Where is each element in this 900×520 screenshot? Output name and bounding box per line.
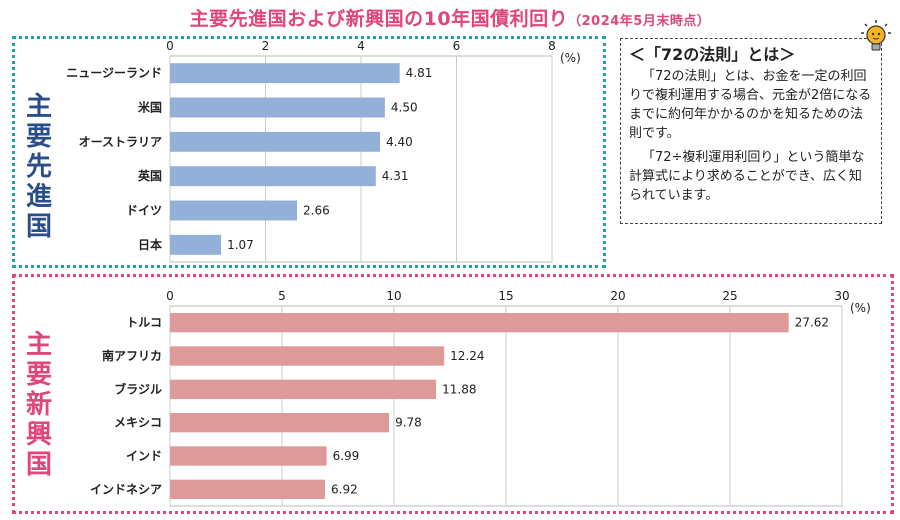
developed-panel (12, 36, 606, 268)
emerging-tick-label: 5 (278, 289, 286, 303)
developed-value-label: 1.07 (227, 238, 254, 252)
lightbulb-icon (861, 20, 891, 51)
developed-value-label: 4.31 (382, 169, 409, 183)
developed-tick-label: 8 (548, 39, 556, 53)
page-title-main: 主要先進国および新興国の10年国債利回り (189, 8, 569, 30)
emerging-value-label: 9.78 (395, 416, 422, 430)
emerging-tick-label: 15 (498, 289, 513, 303)
developed-value-label: 4.50 (391, 101, 418, 115)
emerging-tick-label: 0 (166, 289, 174, 303)
emerging-tick-label: 20 (610, 289, 625, 303)
emerging-panel (12, 274, 894, 514)
developed-value-label: 2.66 (303, 204, 330, 218)
info-paragraph-2: 「72÷複利運用利回り」という簡単な計算式により求めることができ、広く知られてい… (629, 150, 865, 203)
developed-unit-label: (%) (560, 51, 581, 65)
emerging-bar (170, 379, 437, 399)
developed-bar (170, 234, 222, 255)
developed-category-label: ニュージーランド (66, 66, 162, 80)
page-title-date: （2024年5月末時点） (568, 14, 711, 29)
emerging-tick-label: 25 (722, 289, 737, 303)
emerging-category-label: メキシコ (114, 416, 162, 430)
emerging-category-label: ブラジル (114, 381, 162, 396)
developed-category-label: オーストラリア (79, 135, 162, 149)
emerging-value-label: 11.88 (442, 382, 476, 396)
developed-bar (170, 63, 400, 84)
emerging-tick-label: 30 (834, 289, 849, 303)
developed-tick-label: 2 (262, 39, 270, 53)
developed-category-label: 日本 (138, 237, 162, 252)
developed-tick-label: 0 (166, 39, 174, 53)
developed-section-label: 主要先進国 (25, 92, 52, 242)
rule-of-72-info-box: ＜「72の法則」とは＞ 「72の法則」とは、お金を一定の利回りで複利運用する場合… (620, 38, 882, 224)
developed-category-label: 英国 (138, 168, 162, 183)
emerging-section-label: 主要新興国 (25, 330, 52, 480)
developed-category-label: ドイツ (126, 204, 162, 218)
emerging-category-label: トルコ (126, 316, 162, 330)
emerging-bar (170, 313, 789, 333)
emerging-bar (170, 346, 445, 366)
emerging-category-label: インド (126, 449, 162, 463)
developed-bar (170, 166, 376, 187)
page-title: 主要先進国および新興国の10年国債利回り（2024年5月末時点） (0, 4, 900, 31)
emerging-value-label: 12.24 (450, 349, 484, 363)
developed-bar (170, 97, 385, 118)
emerging-bar (170, 413, 390, 433)
developed-category-label: 米国 (138, 100, 162, 115)
emerging-value-label: 6.99 (333, 449, 360, 463)
developed-tick-label: 4 (357, 39, 365, 53)
emerging-bar (170, 446, 327, 466)
emerging-category-label: 南アフリカ (102, 348, 162, 363)
developed-value-label: 4.40 (386, 135, 413, 149)
emerging-unit-label: (%) (850, 301, 871, 315)
emerging-value-label: 6.92 (331, 482, 358, 496)
info-paragraph-1: 「72の法則」とは、お金を一定の利回りで複利運用する場合、元金が2倍になるまでに… (629, 69, 872, 141)
emerging-value-label: 27.62 (795, 316, 829, 330)
info-title: ＜「72の法則」とは＞ (629, 45, 796, 64)
developed-bar (170, 200, 298, 221)
developed-tick-label: 6 (453, 39, 461, 53)
developed-bar (170, 131, 381, 152)
emerging-bar (170, 479, 326, 499)
emerging-category-label: インドネシア (90, 482, 162, 496)
emerging-tick-label: 10 (386, 289, 401, 303)
developed-value-label: 4.81 (406, 66, 433, 80)
